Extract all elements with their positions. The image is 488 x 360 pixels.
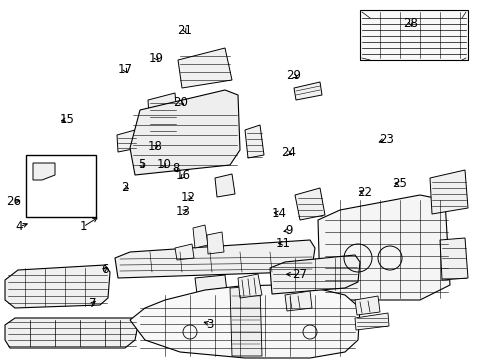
Polygon shape [293, 82, 321, 100]
Polygon shape [206, 232, 224, 254]
Polygon shape [439, 238, 467, 280]
Text: 1: 1 [79, 220, 87, 233]
Polygon shape [317, 195, 449, 300]
Polygon shape [115, 240, 314, 278]
Polygon shape [33, 163, 55, 180]
Text: 28: 28 [403, 17, 417, 30]
Text: 18: 18 [148, 140, 163, 153]
Text: 21: 21 [177, 24, 192, 37]
Text: 6: 6 [101, 263, 109, 276]
Polygon shape [5, 265, 110, 308]
Text: 14: 14 [271, 207, 285, 220]
Polygon shape [229, 286, 262, 356]
Polygon shape [195, 275, 226, 294]
Polygon shape [354, 313, 388, 330]
Polygon shape [148, 93, 178, 133]
Polygon shape [429, 170, 467, 214]
Text: 13: 13 [176, 205, 190, 218]
Text: 9: 9 [284, 224, 292, 237]
Polygon shape [5, 318, 138, 348]
Text: 10: 10 [156, 158, 171, 171]
Polygon shape [175, 244, 194, 260]
Text: 11: 11 [276, 237, 290, 249]
Polygon shape [178, 48, 231, 88]
Polygon shape [244, 125, 264, 158]
Text: 5: 5 [138, 158, 145, 171]
Text: 7: 7 [89, 297, 97, 310]
Polygon shape [294, 188, 325, 220]
Text: 20: 20 [173, 96, 188, 109]
Text: 17: 17 [117, 63, 132, 76]
Text: 22: 22 [356, 186, 371, 199]
Bar [359, 10, 467, 60]
Polygon shape [117, 130, 138, 152]
Polygon shape [130, 90, 240, 175]
Text: 8: 8 [172, 162, 180, 175]
Text: 26: 26 [6, 195, 21, 208]
Text: 16: 16 [176, 169, 190, 182]
Text: 24: 24 [281, 147, 295, 159]
Bar [26, 155, 96, 217]
Text: 23: 23 [378, 133, 393, 146]
Text: 25: 25 [392, 177, 407, 190]
Text: 15: 15 [60, 113, 75, 126]
Polygon shape [130, 285, 359, 358]
Text: 27: 27 [291, 268, 306, 281]
Text: 12: 12 [181, 191, 195, 204]
Polygon shape [238, 274, 262, 298]
Text: 3: 3 [206, 318, 214, 330]
Text: 19: 19 [149, 52, 163, 65]
Text: 29: 29 [285, 69, 300, 82]
Polygon shape [269, 255, 359, 294]
Text: 4: 4 [16, 220, 23, 233]
Text: 2: 2 [121, 181, 128, 194]
Polygon shape [215, 174, 235, 197]
Polygon shape [193, 225, 207, 248]
Polygon shape [285, 291, 311, 311]
Polygon shape [354, 296, 379, 315]
